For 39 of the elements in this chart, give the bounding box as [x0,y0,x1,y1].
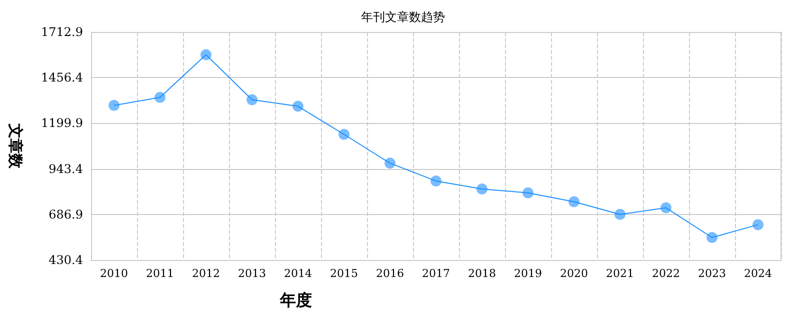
x-tick-label: 2012 [192,267,220,280]
point [568,196,580,208]
point [522,187,534,198]
x-tick-label: 2018 [468,267,496,280]
point [154,92,166,103]
y-tick-label: 430.4 [48,253,84,267]
y-tick-label: 686.9 [48,207,83,222]
y-tick-label: 943.4 [48,162,84,176]
point [292,100,304,112]
x-tick-label: 2024 [744,267,772,280]
x-tick-label: 2023 [698,267,726,280]
x-tick-label: 2017 [422,267,450,280]
x-tick-label: 2014 [284,267,312,280]
x-tick-label: 2010 [100,267,128,280]
point [752,219,764,230]
x-tick-label: 2020 [560,267,588,280]
point [430,175,442,186]
point [384,158,396,169]
y-tick-label: 1456.4 [41,70,84,85]
point [246,94,258,106]
x-tick-label: 2015 [330,267,358,280]
point [476,183,488,194]
y-axis-title: 文章数 [6,122,24,170]
point [660,202,672,214]
chart-title: 年刊文章数趋势 [361,10,445,24]
x-tick-label: 2022 [652,267,680,280]
y-tick-label: 1199.9 [41,116,83,130]
x-tick-label: 2019 [514,267,542,280]
x-tick-label: 2021 [606,267,634,280]
point [706,232,718,243]
point [200,49,212,60]
x-tick-label: 2013 [238,267,266,280]
point [614,208,626,220]
point [338,128,350,140]
x-tick-label: 2016 [376,267,404,280]
point [108,100,120,111]
x-tick-label: 2011 [146,267,174,280]
y-tick-label: 1712.9 [41,25,83,39]
x-axis-title: 年度 [279,290,312,310]
